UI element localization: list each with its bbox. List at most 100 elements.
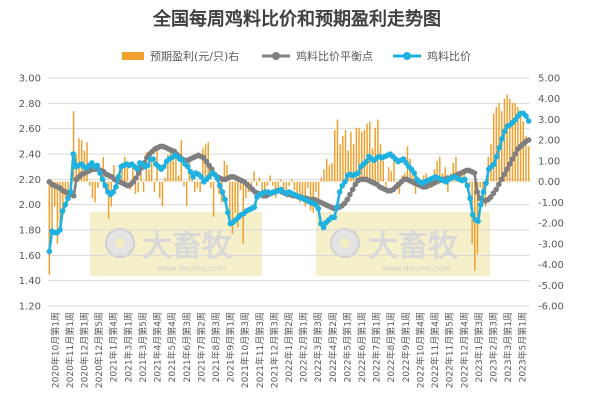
- profit-bar: [339, 144, 341, 182]
- ratio-point: [70, 151, 77, 157]
- ratio-point: [331, 214, 338, 221]
- ratio-point: [57, 227, 63, 233]
- left-tick-label: 2.00: [19, 200, 41, 211]
- profit-bar: [269, 175, 271, 182]
- ratio-point: [501, 128, 508, 134]
- profit-bar: [231, 181, 234, 234]
- profit-bar: [363, 129, 366, 182]
- profit-bar: [237, 181, 239, 228]
- profit-bar: [194, 181, 196, 192]
- x-tick-label: 2022年11月第4周: [429, 312, 441, 388]
- watermark-url: www.dxumu.com: [157, 264, 226, 273]
- ratio-point: [97, 170, 103, 176]
- left-tick-label: 1.20: [19, 302, 41, 313]
- balance-point: [133, 175, 139, 181]
- right-tick-label: 0.00: [538, 177, 560, 188]
- profit-bar: [210, 181, 212, 188]
- ratio-point: [469, 212, 476, 218]
- x-tick-label: 2023年5月第1周: [517, 312, 529, 382]
- ratio-point: [46, 248, 53, 255]
- profit-bar: [67, 181, 69, 192]
- profit-bar: [360, 131, 363, 182]
- profit-bar: [91, 181, 94, 199]
- profit-bar: [150, 158, 153, 182]
- left-tick-label: 2.20: [19, 175, 41, 186]
- ratio-point: [491, 161, 497, 167]
- legend: 预期盈利(元/只)右 鸡料比价平衡点 鸡料比价: [122, 49, 471, 63]
- ratio-point: [523, 113, 529, 119]
- profit-bar: [172, 160, 174, 182]
- right-tick-label: 2.00: [538, 136, 560, 147]
- right-tick-label: -3.00: [538, 239, 564, 250]
- ratio-point: [464, 182, 471, 189]
- x-tick-label: 2021年9月第1周: [225, 312, 237, 382]
- x-tick-label: 2020年12月第1周: [79, 312, 91, 388]
- ratio-point: [65, 195, 71, 202]
- profit-bar: [245, 181, 247, 199]
- right-tick-label: -2.00: [538, 219, 564, 230]
- left-tick-label: 2.80: [19, 99, 41, 110]
- profit-bar: [484, 181, 487, 207]
- balance-point: [512, 151, 518, 157]
- profit-bar: [347, 150, 349, 182]
- profit-bar: [62, 181, 64, 213]
- x-tick-label: 2020年10月第1周: [49, 312, 61, 388]
- ratio-point: [477, 201, 484, 208]
- profit-bar: [455, 156, 457, 182]
- watermark-right: 大畜牧 www.dxumu.com: [316, 212, 490, 276]
- profit-bar: [113, 165, 115, 182]
- profit-bar: [142, 181, 145, 192]
- profit-bar: [358, 127, 360, 182]
- profit-bar: [277, 181, 279, 188]
- x-tick-label: 2021年12月第3周: [268, 312, 280, 388]
- profit-bar: [272, 181, 274, 186]
- profit-bar: [199, 181, 201, 192]
- balance-point: [504, 166, 510, 172]
- profit-bar: [479, 181, 481, 188]
- profit-bar: [72, 111, 75, 182]
- profit-bar: [175, 148, 177, 182]
- profit-bar: [183, 181, 185, 186]
- balance-point: [471, 170, 478, 176]
- ratio-point: [216, 182, 223, 189]
- ratio-point: [214, 175, 220, 181]
- profit-bar: [148, 169, 150, 182]
- right-tick-label: -5.00: [538, 281, 564, 292]
- profit-bar: [323, 169, 325, 182]
- legend-label-ratio: 鸡料比价: [427, 49, 471, 63]
- profit-bar: [212, 181, 215, 217]
- profit-bar: [293, 181, 296, 190]
- x-tick-label: 2022年12月第4周: [458, 312, 470, 388]
- ratio-point: [67, 189, 74, 195]
- x-tick-label: 2022年11月第5周: [444, 312, 456, 388]
- profit-bar: [167, 154, 169, 182]
- x-tick-label: 2023年1月第3周: [473, 312, 485, 382]
- profit-bar: [325, 158, 328, 182]
- ratio-point: [110, 189, 117, 195]
- profit-bar: [223, 160, 226, 182]
- legend-label-profit: 预期盈利(元/只)右: [150, 49, 239, 63]
- balance-point: [349, 186, 356, 193]
- ratio-point: [315, 205, 322, 212]
- profit-bar: [355, 127, 358, 182]
- profit-bar: [511, 102, 514, 182]
- right-tick-label: -1.00: [538, 198, 564, 209]
- ratio-point: [525, 118, 532, 124]
- x-tick-label: 2022年8月第1周: [385, 312, 397, 382]
- profit-bar: [334, 129, 336, 182]
- balance-point: [525, 137, 532, 143]
- profit-bar: [527, 146, 530, 182]
- profit-bar: [482, 181, 484, 192]
- ratio-point: [102, 182, 109, 189]
- ratio-point: [483, 180, 489, 186]
- profit-bar: [369, 121, 371, 182]
- x-axis: 2020年10月第1周 2020年11月第1周 2020年12月第1周 2020年12…: [49, 312, 528, 388]
- profit-bar: [250, 181, 253, 186]
- ratio-point: [363, 158, 370, 165]
- profit-bar: [126, 165, 129, 182]
- profit-bar: [374, 127, 376, 182]
- x-tick-label: 2021年8月第3周: [210, 312, 222, 382]
- profit-bar: [285, 181, 288, 190]
- profit-bar: [307, 181, 309, 188]
